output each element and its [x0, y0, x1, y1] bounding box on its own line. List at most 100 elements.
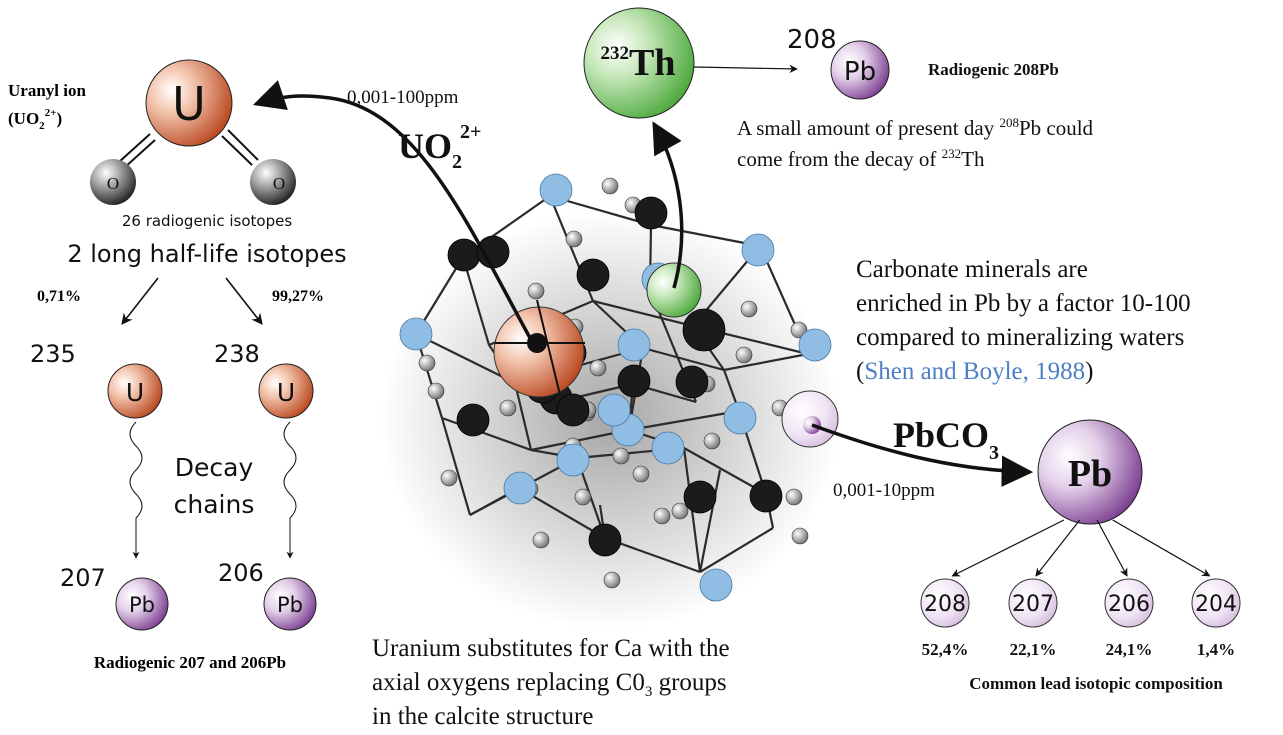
uranyl-uranium-symbol: U	[172, 77, 206, 131]
uo2-transfer: 0,001-100ppm UO2 2+	[253, 80, 537, 348]
pb206-mass-number: 206	[218, 559, 264, 587]
lattice-calcium-atom	[447, 238, 481, 272]
common-lead-group: Pb 208 52,4% 207 22,1% 206 24,1% 204 1,4% Commo…	[920, 419, 1241, 693]
thorium-note-line1: A small amount of present day 208Pb coul…	[737, 115, 1094, 140]
common-lead-atom	[1037, 419, 1143, 525]
common-lead-caption: Common lead isotopic composition	[969, 674, 1223, 693]
uranyl-bond-left-b	[118, 133, 151, 163]
lattice-carbon-atom	[597, 393, 631, 427]
thorium-note-line2: come from the decay of 232Th	[737, 146, 985, 171]
lattice-oxygen-atom	[574, 488, 592, 506]
lattice-oxygen-atom	[532, 531, 550, 549]
lattice-thorium-atom	[646, 262, 702, 318]
lattice-oxygen-atom	[427, 382, 445, 400]
u238-atom	[258, 363, 314, 419]
lattice-calcium-atom	[683, 480, 717, 514]
lattice-oxygen-atom	[791, 527, 809, 545]
carbonate-citation[interactable]: Shen and Boyle, 1988	[864, 358, 1085, 385]
lattice-uranium-bond-2	[536, 299, 561, 396]
lattice-oxygen-atom	[735, 346, 753, 364]
lattice-calcium-atom	[749, 479, 783, 513]
lattice-oxygen-atom	[440, 469, 458, 487]
carbonate-line2: enriched in Pb by a factor 10-100	[856, 290, 1191, 317]
uranyl-ion-group: Uranyl ion (UO22+) U O O 26 radiogenic i…	[8, 59, 347, 268]
lattice-calcium-atom	[456, 403, 490, 437]
u238-symbol: U	[277, 378, 295, 407]
thorium-note-line1-sup: 208	[999, 115, 1019, 130]
thorium-note-line2-sup: 232	[942, 146, 962, 161]
pb208-symbol: Pb	[844, 57, 876, 87]
carbonate-note: Carbonate minerals are enriched in Pb by…	[856, 256, 1191, 385]
pb207-atom	[115, 577, 169, 631]
structure-caption-line3: in the calcite structure	[372, 703, 593, 730]
lattice-carbon-atom	[539, 173, 573, 207]
lattice-oxygen-atom	[603, 571, 621, 589]
pbco3-concentration: 0,001-10ppm	[833, 480, 935, 501]
thorium-note-line1-post: Pb could	[1019, 116, 1094, 140]
common-lead-arrow-204	[1112, 519, 1211, 577]
lattice-oxygen-atom	[785, 488, 803, 506]
carbonate-paren-close: )	[1085, 358, 1093, 385]
pb207-symbol: Pb	[129, 593, 155, 617]
uranyl-title: Uranyl ion	[8, 81, 86, 100]
long-half-life-label: 2 long half-life isotopes	[67, 240, 346, 268]
pb208-atom	[830, 40, 890, 100]
pbco3-label-sub: 3	[989, 442, 999, 464]
uranyl-formula-close: )	[56, 109, 62, 128]
uranyl-bond-right-b	[227, 129, 259, 161]
thorium-group: 232Th 208 Pb Radiogenic 208Pb A small am…	[583, 7, 1094, 289]
lattice-carbon-atom	[617, 328, 651, 362]
thorium-mass-number: 232	[601, 43, 630, 64]
lattice-carbon-atom	[723, 401, 757, 435]
pbco3-transfer: PbCO3 0,001-10ppm	[811, 415, 1034, 501]
lattice-oxygen-atom	[671, 502, 689, 520]
thorium-curved-arrow	[652, 121, 684, 289]
carbonate-paren-open: (	[856, 358, 864, 385]
branch-arrow-u235	[121, 277, 159, 325]
common-lead-isotope-pct: 22,1%	[1010, 640, 1057, 659]
structure-caption-line2: axial oxygens replacing C03 groups	[372, 669, 727, 700]
lattice-bond	[650, 223, 761, 248]
lattice-bond	[441, 416, 532, 452]
carbonate-line4: (Shen and Boyle, 1988)	[856, 358, 1093, 385]
branch-pct-u238: 99,27%	[272, 288, 324, 305]
pb207-mass-number: 207	[60, 564, 106, 592]
lattice-oxygen-atom	[601, 177, 619, 195]
lattice-calcium-atom	[675, 365, 709, 399]
uranyl-oxygen-left-symbol: O	[107, 174, 119, 193]
lattice-calcium-atom	[634, 196, 668, 230]
lattice-atoms	[399, 173, 832, 602]
pbco3-curved-arrow	[811, 423, 1034, 488]
lattice-oxygen-atom	[499, 399, 517, 417]
lattice-bond	[642, 346, 725, 372]
u235-symbol: U	[126, 378, 144, 407]
common-lead-arrow-206	[1096, 519, 1128, 577]
pbco3-label-main: PbCO	[893, 415, 989, 455]
lattice-calcium-atom	[556, 393, 590, 427]
structure-caption: Uranium substitutes for Ca with the axia…	[372, 635, 730, 730]
uranyl-formula-open: (UO	[8, 109, 39, 128]
pb208-mass-number: 208	[787, 25, 837, 55]
decay-chain-arrow-u235	[129, 421, 143, 559]
lattice-bond	[461, 256, 491, 346]
decay-chains-line2: chains	[174, 490, 255, 519]
thorium-note-line2-post: Th	[961, 147, 985, 171]
uo2-label-sup: 2+	[460, 121, 481, 143]
lattice-oxygen-atom	[653, 507, 671, 525]
thorium-label: 232Th	[601, 42, 676, 84]
uo2-label: UO2 2+	[398, 121, 481, 173]
structure-caption-line2-pre: axial oxygens replacing C0	[372, 669, 645, 696]
uranyl-formula-sup: 2+	[45, 107, 57, 119]
uranyl-oxygen-right-symbol: O	[273, 174, 285, 193]
common-lead-arrow-208	[951, 519, 1065, 577]
lattice-bond	[698, 469, 722, 573]
lattice-oxygen-atom	[418, 354, 436, 372]
lattice-oxygen-atom	[589, 359, 607, 377]
thorium-note-line2-pre: come from the decay of	[737, 147, 942, 171]
thorium-to-pb208-arrow	[693, 64, 798, 74]
pbco3-label: PbCO3	[893, 415, 999, 464]
lattice-carbon-atom	[741, 233, 775, 267]
lattice-carbon-atom	[556, 443, 590, 477]
carbonate-line3: compared to mineralizing waters	[856, 324, 1184, 351]
